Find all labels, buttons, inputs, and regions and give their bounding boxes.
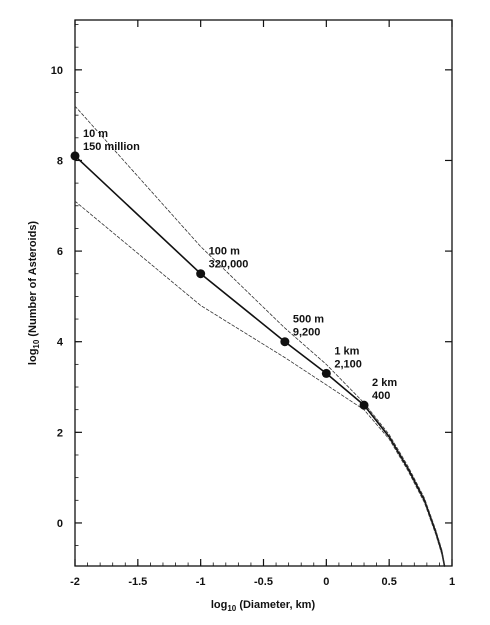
point-size-label: 100 m (209, 246, 240, 258)
x-tick-label: -1.5 (128, 576, 147, 588)
y-axis-title-subscript: 10 (32, 339, 41, 348)
y-tick-label: 6 (57, 246, 63, 258)
y-tick-label: 10 (51, 65, 63, 77)
x-tick-label: 0.5 (382, 576, 397, 588)
x-axis-title: log10 (Diameter, km) (211, 599, 316, 613)
x-tick-label: -2 (70, 576, 80, 588)
point-size-label: 1 km (334, 345, 359, 357)
y-axis-title: log10 (Number of Asteroids) (27, 221, 41, 366)
data-point (321, 368, 331, 378)
x-tick-label: 1 (449, 576, 455, 588)
point-count-label: 320,000 (209, 259, 249, 271)
point-count-label: 150 million (83, 141, 140, 153)
series-line-lower-bound (74, 200, 445, 567)
point-size-label: 10 m (83, 128, 108, 140)
point-count-label: 9,200 (293, 327, 321, 339)
x-axis-title-prefix: log (211, 599, 228, 611)
y-axis-title-prefix: log (27, 349, 39, 366)
y-tick-label: 4 (57, 337, 64, 349)
point-count-label: 400 (372, 390, 390, 402)
point-size-label: 500 m (293, 314, 324, 326)
series-lines (74, 105, 446, 567)
x-tick-label: -0.5 (254, 576, 273, 588)
series-line-estimate (74, 155, 446, 567)
ticks (74, 20, 453, 566)
plot-frame (74, 19, 453, 567)
x-tick-label: -1 (196, 576, 206, 588)
data-point (359, 400, 369, 410)
point-count-label: 2,100 (334, 358, 362, 370)
x-axis-title-subscript: 10 (227, 604, 236, 613)
data-point (70, 151, 80, 161)
data-point (196, 269, 206, 279)
x-tick-label: 0 (323, 576, 329, 588)
y-tick-label: 2 (57, 427, 63, 439)
point-size-label: 2 km (372, 377, 397, 389)
y-tick-label: 8 (57, 155, 63, 167)
series-line-upper-bound (74, 105, 445, 567)
x-axis-title-text: (Diameter, km) (236, 599, 315, 611)
data-point (280, 337, 290, 347)
y-axis-title-text: (Number of Asteroids) (27, 221, 39, 340)
y-tick-label: 0 (57, 518, 63, 530)
